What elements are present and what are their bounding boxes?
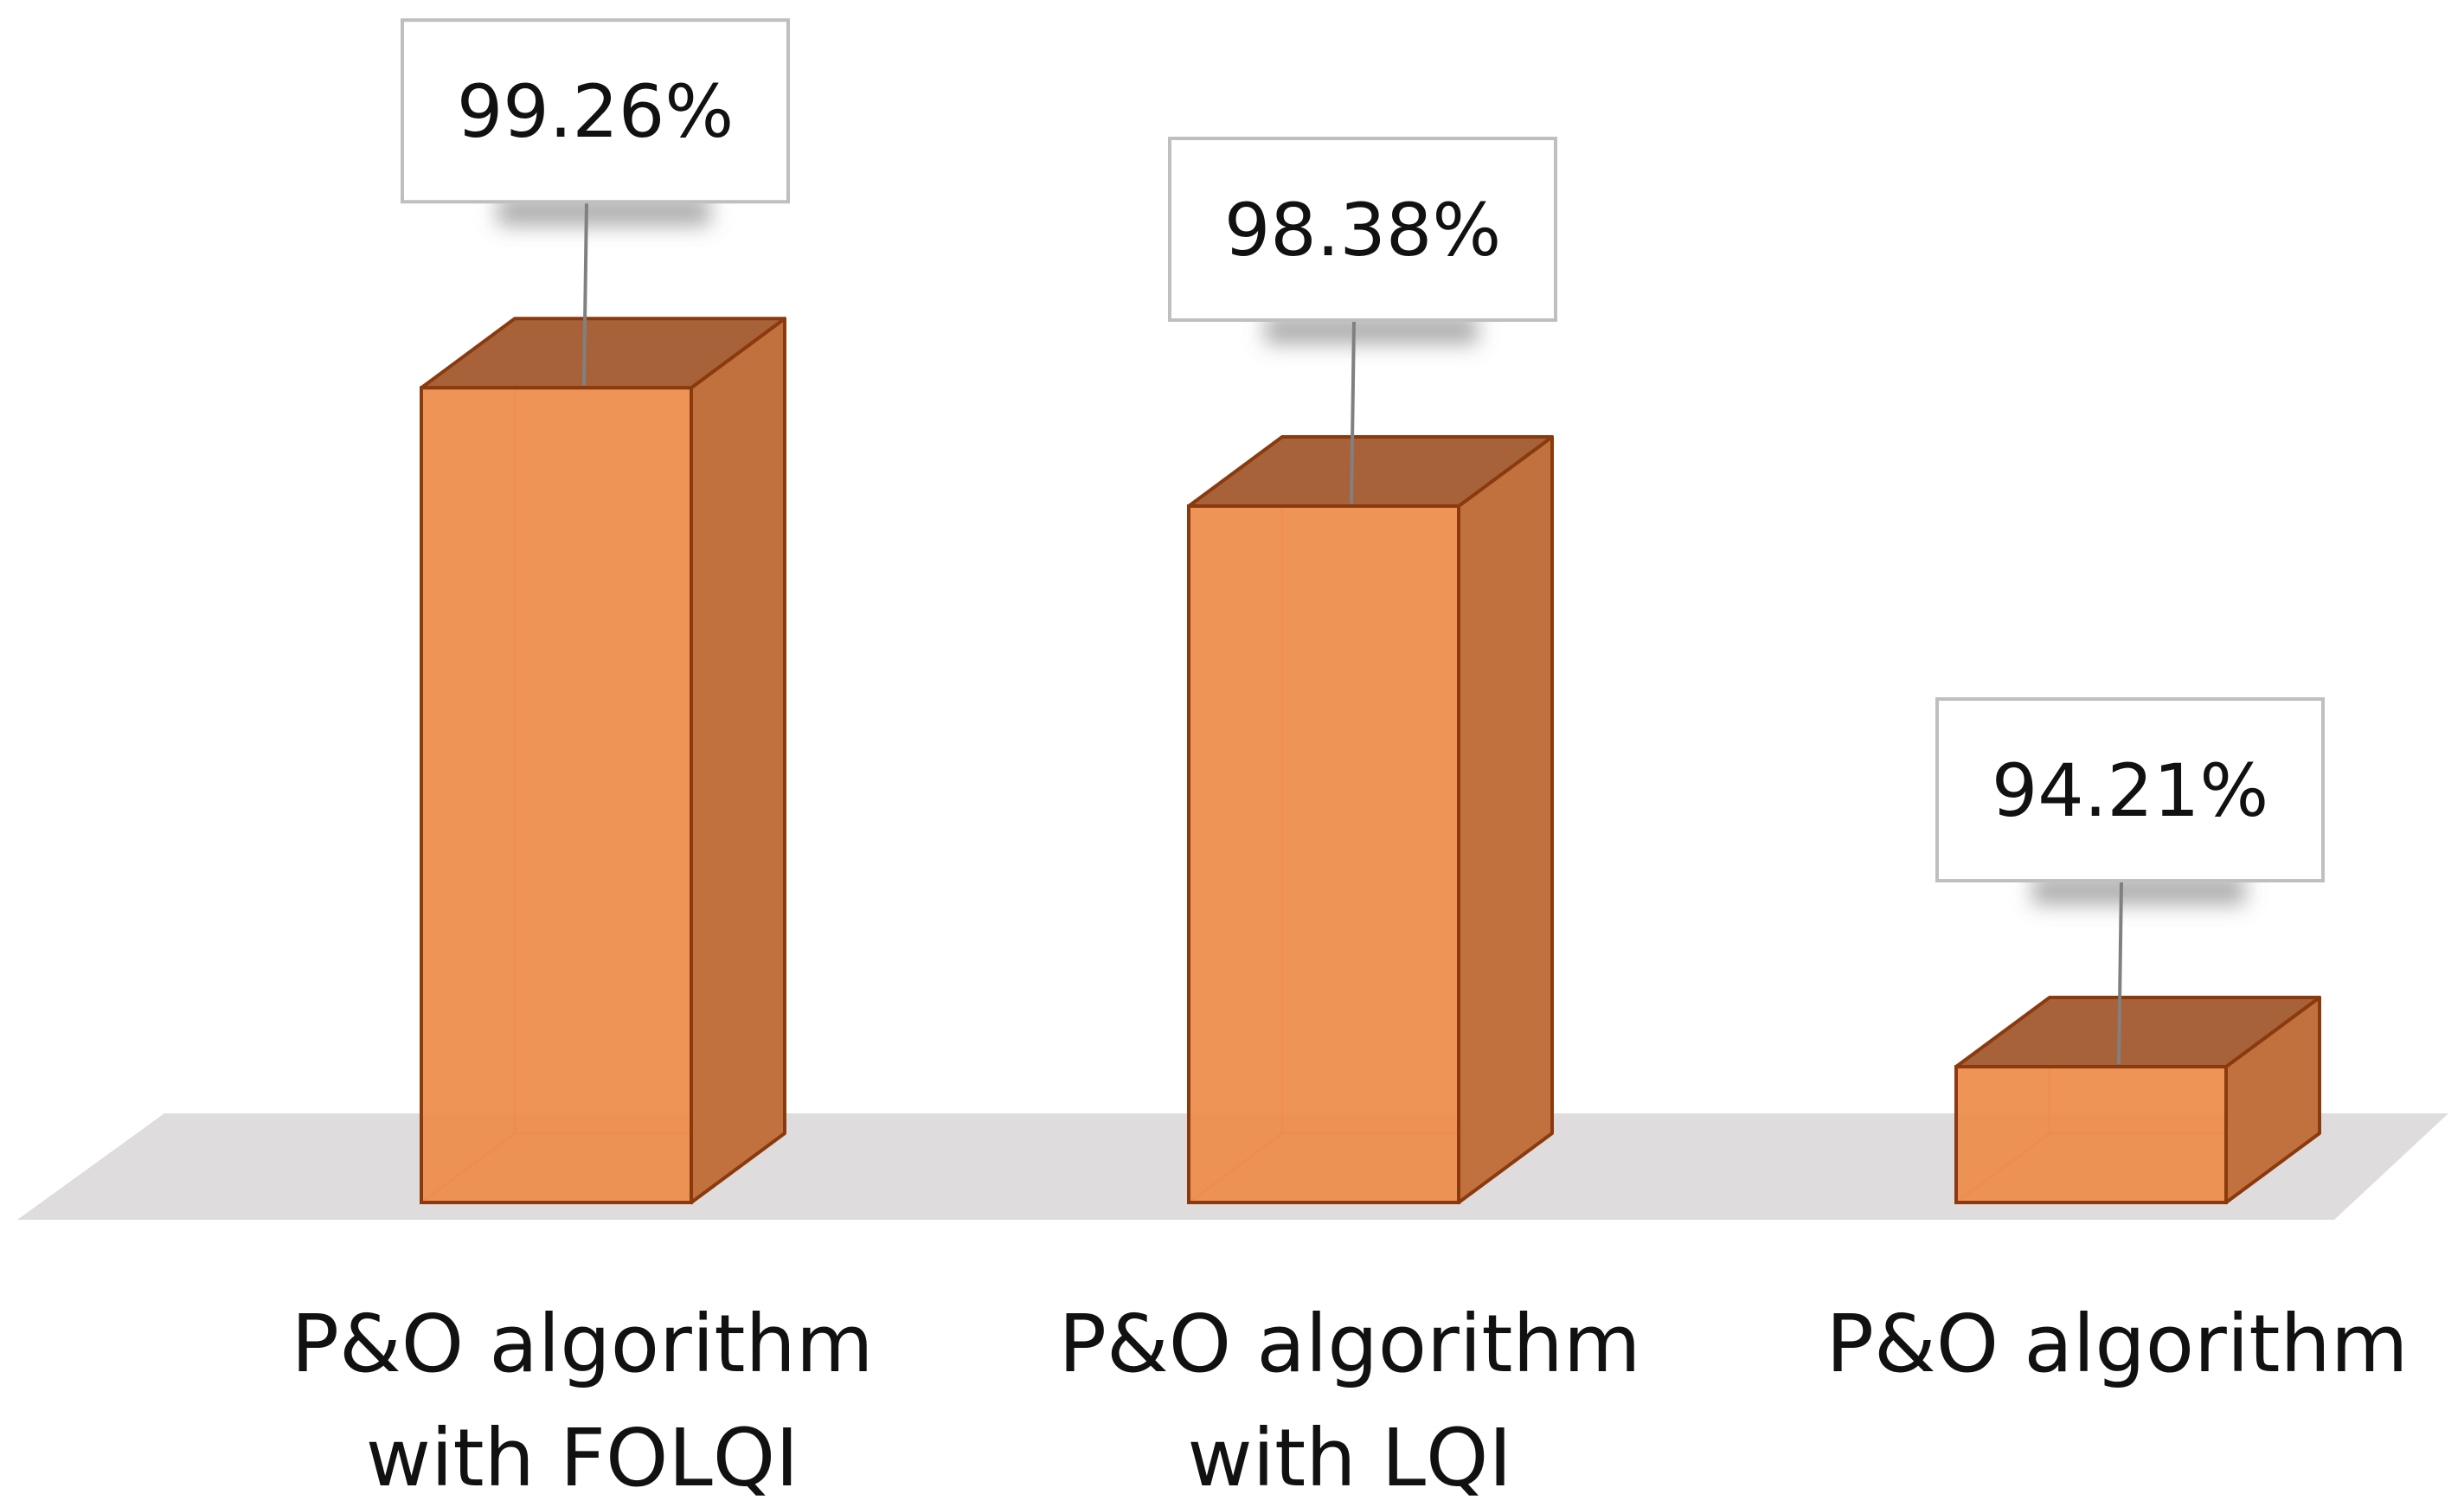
data-label-box [1168, 137, 1557, 322]
data-labels-layer: 99.26% 98.38% 94.21% [401, 18, 2325, 1065]
bar-side-face [1457, 435, 1554, 1204]
category-label: P&O algorithm [292, 1298, 874, 1390]
bars-layer [420, 317, 2321, 1205]
data-label-leader [582, 202, 588, 386]
bar [420, 317, 786, 1205]
bar-front-face [420, 386, 693, 1205]
data-label-text: 98.38% [1224, 188, 1501, 273]
category-labels-layer: P&O algorithm with FOLQI P&O algorithm with… [292, 1298, 2409, 1504]
bar [1187, 435, 1554, 1204]
data-label: 94.21% [1935, 697, 2325, 1065]
category-label: P&O algorithm [1059, 1298, 1641, 1390]
data-label: 98.38% [1168, 137, 1557, 504]
data-label-leader [2117, 881, 2123, 1065]
bar [1954, 996, 2321, 1204]
bar-side-face [690, 317, 786, 1204]
data-label-leader [1350, 319, 1356, 504]
data-label-box [401, 18, 790, 204]
bar-front-face [1187, 504, 1460, 1204]
data-label-box [1935, 697, 2325, 883]
data-label-text: 94.21% [1992, 748, 2268, 833]
data-label: 99.26% [401, 18, 790, 386]
category-label: with FOLQI [366, 1412, 799, 1504]
category-label: P&O algorithm [1826, 1298, 2409, 1390]
bar-front-face [1954, 1065, 2228, 1204]
data-label-text: 99.26% [457, 69, 734, 154]
category-label: with LQI [1187, 1412, 1511, 1504]
